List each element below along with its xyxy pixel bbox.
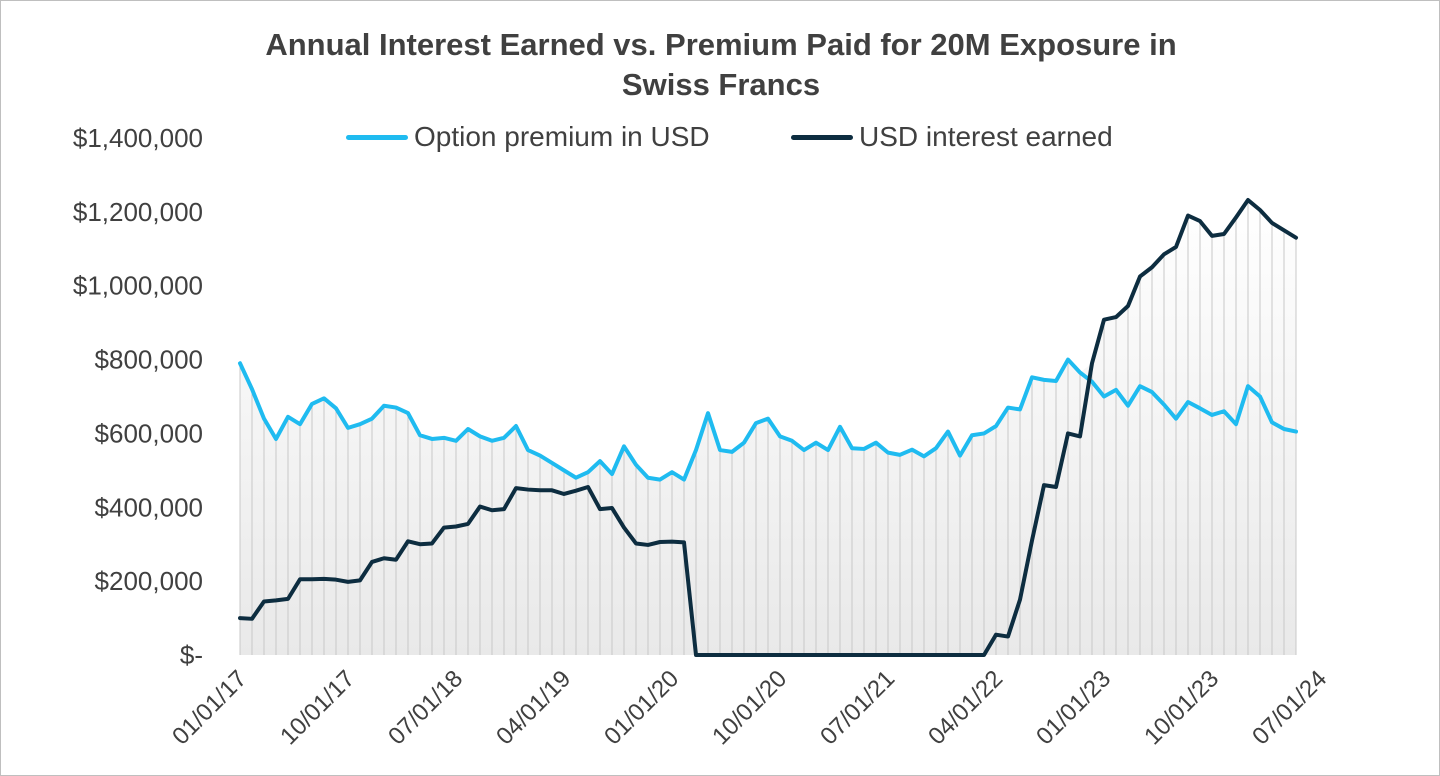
x-tick-label: 10/01/20	[707, 665, 792, 750]
y-tick-label: $400,000	[95, 492, 203, 522]
y-tick-label: $800,000	[95, 345, 203, 375]
x-tick-label: 10/01/17	[275, 665, 360, 750]
y-tick-label: $600,000	[95, 418, 203, 448]
legend-swatch-option-premium	[346, 134, 408, 140]
chart-title: Annual Interest Earned vs. Premium Paid …	[171, 25, 1271, 105]
y-tick-label: $1,000,000	[73, 271, 203, 301]
x-tick-label: 04/01/22	[923, 665, 1008, 750]
series-line-option-premium	[238, 357, 1298, 482]
x-tick-label: 01/01/23	[1031, 665, 1116, 750]
chart-legend: Option premium in USD USD interest earne…	[1, 117, 1440, 157]
x-tick-label: 01/01/20	[599, 665, 684, 750]
legend-item-option-premium: Option premium in USD	[346, 117, 710, 157]
series-line-usd-interest	[238, 198, 1298, 657]
legend-item-usd-interest: USD interest earned	[791, 117, 1113, 157]
legend-label-option-premium: Option premium in USD	[414, 121, 710, 152]
x-tick-label: 04/01/19	[491, 665, 576, 750]
x-tick-label: 01/01/17	[167, 665, 252, 750]
y-tick-label: $1,400,000	[73, 123, 203, 153]
legend-label-usd-interest: USD interest earned	[859, 121, 1113, 152]
y-tick-label: $-	[180, 640, 203, 670]
x-tick-label: 07/01/21	[815, 665, 900, 750]
x-tick-label: 10/01/23	[1139, 665, 1224, 750]
y-tick-label: $1,200,000	[73, 197, 203, 227]
legend-swatch-usd-interest	[791, 134, 853, 140]
chart-title-line-2: Swiss Francs	[621, 67, 821, 102]
x-tick-label: 07/01/18	[383, 665, 468, 750]
chart-title-line-1: Annual Interest Earned vs. Premium Paid …	[265, 27, 1177, 62]
x-tick-label: 07/01/24	[1247, 665, 1332, 750]
y-tick-label: $200,000	[95, 566, 203, 596]
